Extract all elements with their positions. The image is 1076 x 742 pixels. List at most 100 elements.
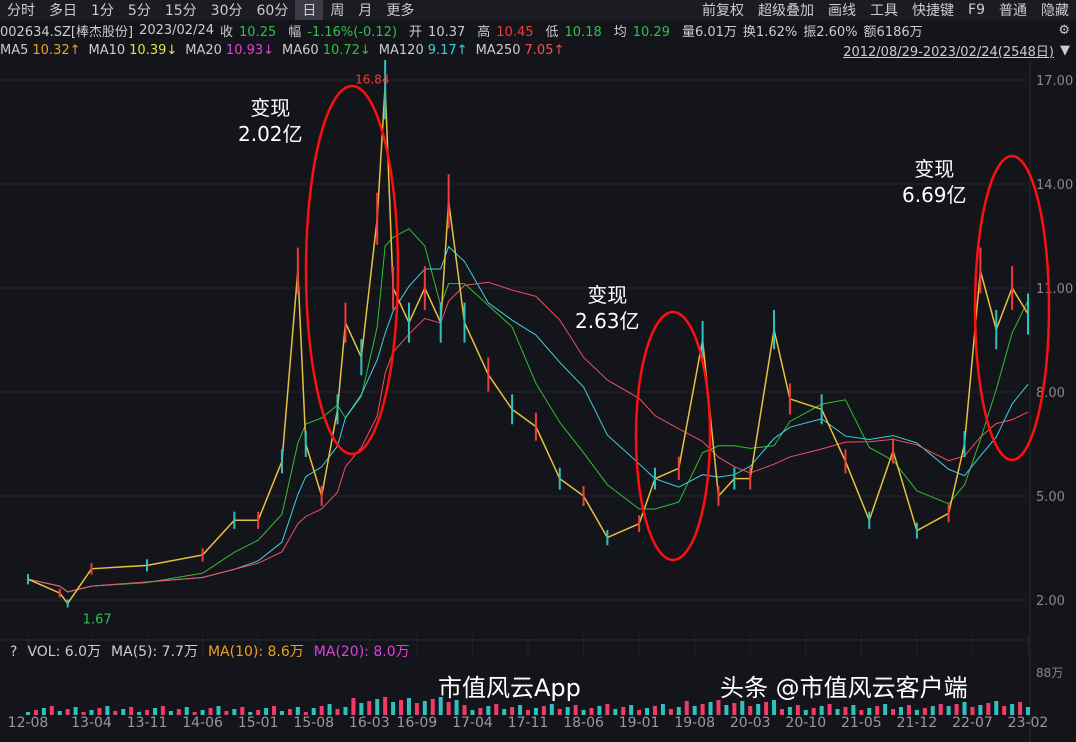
volume-bar [486, 706, 491, 715]
toolbar-button[interactable]: 超级叠加 [758, 3, 815, 19]
close-label: 收 [220, 24, 234, 40]
volume-bar [899, 707, 904, 715]
volume-bar [406, 698, 411, 715]
toolbar-button[interactable]: F9 [968, 2, 985, 18]
volume-bar [700, 704, 705, 715]
amplitude-value: 振2.60% [803, 24, 858, 40]
toolbar-button[interactable]: 画线 [828, 3, 857, 19]
period-tab[interactable]: 60分 [256, 3, 289, 19]
toolbar-button[interactable]: 隐藏 [1041, 3, 1069, 19]
quote-date: 2023/02/24 [139, 22, 214, 38]
volume-bar [351, 698, 356, 715]
volume-bar [438, 697, 443, 715]
volume-bar [391, 702, 396, 715]
low-label: 低 [545, 24, 559, 40]
volume-bar [573, 705, 578, 715]
volume-bar [795, 705, 800, 715]
toolbar-button[interactable]: 前复权 [702, 3, 745, 19]
volume-bar [526, 710, 530, 715]
highlight-ellipse [973, 154, 1051, 462]
volume-bar [295, 707, 300, 715]
highlight-ellipse [634, 310, 712, 562]
volume-bar [73, 707, 78, 715]
volume-ma5: MA(5): 7.7万 [111, 644, 198, 660]
period-tab[interactable]: 30分 [210, 3, 243, 19]
volume-bar [827, 704, 832, 715]
volume-bar [1018, 702, 1023, 715]
ma-name: MA5 [0, 42, 29, 58]
period-tab[interactable]: 日 [295, 0, 324, 20]
volume-bar [168, 711, 173, 715]
y-tick-label: 17.00 [1036, 74, 1073, 89]
volume-bar [26, 712, 30, 715]
period-tab[interactable]: 5分 [127, 3, 151, 19]
volume-bar [248, 712, 253, 715]
volume-bar [327, 704, 332, 715]
volume-bar [113, 711, 118, 715]
period-tab[interactable]: 周 [330, 3, 345, 19]
volume-help: ? [10, 644, 17, 660]
volume-bar [716, 700, 721, 715]
toolbar-button[interactable]: 快捷键 [912, 3, 955, 19]
volume-bar [129, 707, 134, 715]
volume-bar [914, 710, 919, 715]
volume-bar [208, 708, 213, 715]
volume-bar [224, 711, 229, 715]
period-tab[interactable]: 分时 [7, 3, 35, 19]
volume-ma10: MA(10): 8.6万 [208, 644, 304, 660]
volume-bar [764, 702, 769, 715]
volume-bar [621, 707, 626, 715]
period-tab[interactable]: 月 [358, 3, 373, 19]
open-label: 开 [409, 24, 423, 40]
volume-bar [859, 710, 864, 715]
volume-bar [311, 708, 316, 715]
min-label: 1.67 [83, 612, 112, 627]
ma-name: MA10 [88, 42, 126, 58]
x-tick-label: 17-11 [508, 715, 549, 731]
x-tick-label: 21-12 [897, 715, 938, 731]
volume-bar [232, 709, 237, 715]
x-tick-label: 13-11 [127, 715, 168, 731]
volume-bar [414, 703, 419, 715]
volume-bar [152, 708, 157, 715]
period-tab[interactable]: 更多 [386, 3, 415, 19]
volume-bar [510, 707, 515, 715]
ma-value: 10.39↓ [129, 42, 178, 58]
volume-bar [867, 708, 872, 715]
volume-bar [565, 707, 570, 715]
date-range[interactable]: 2012/08/29-2023/02/24(2548日) [843, 44, 1054, 60]
volume-bar [256, 710, 261, 715]
volume-bar [97, 708, 102, 715]
volume-vol: VOL: 6.0万 [27, 644, 101, 660]
x-tick-label: 17-04 [452, 715, 493, 731]
volume-bar [875, 706, 880, 715]
volume-bar [137, 712, 142, 715]
volume-bar [57, 711, 62, 715]
y-tick-label: 14.00 [1036, 178, 1073, 193]
dropdown-icon[interactable]: ▼ [1060, 42, 1070, 58]
ma-value: 10.32↑ [32, 42, 81, 58]
period-tab[interactable]: 15分 [164, 3, 197, 19]
annotation-title: 变现 [914, 157, 955, 181]
volume-bar [518, 705, 523, 715]
volume-bar [962, 702, 967, 715]
x-tick-label: 18-06 [563, 715, 604, 731]
volume-bar [589, 708, 594, 715]
volume-max-label: 88万 [1036, 666, 1063, 680]
volume-bar [772, 700, 777, 715]
toolbar-button[interactable]: 工具 [870, 3, 899, 19]
volume-bar [557, 709, 562, 715]
volume-bar [883, 704, 888, 715]
volume-bar [105, 706, 110, 715]
ma-value: 10.72↓ [322, 42, 371, 58]
volume-bar [399, 700, 404, 715]
x-tick-label: 12-08 [8, 715, 49, 731]
gear-icon[interactable]: ⚙ [1058, 22, 1070, 38]
volume-bar [264, 708, 269, 715]
toolbar-button[interactable]: 普通 [999, 3, 1027, 19]
x-tick-label: 19-01 [619, 715, 660, 731]
volume-bar [692, 706, 697, 715]
period-tab[interactable]: 多日 [49, 3, 77, 19]
volume-bar [843, 707, 848, 715]
period-tab[interactable]: 1分 [91, 3, 114, 19]
